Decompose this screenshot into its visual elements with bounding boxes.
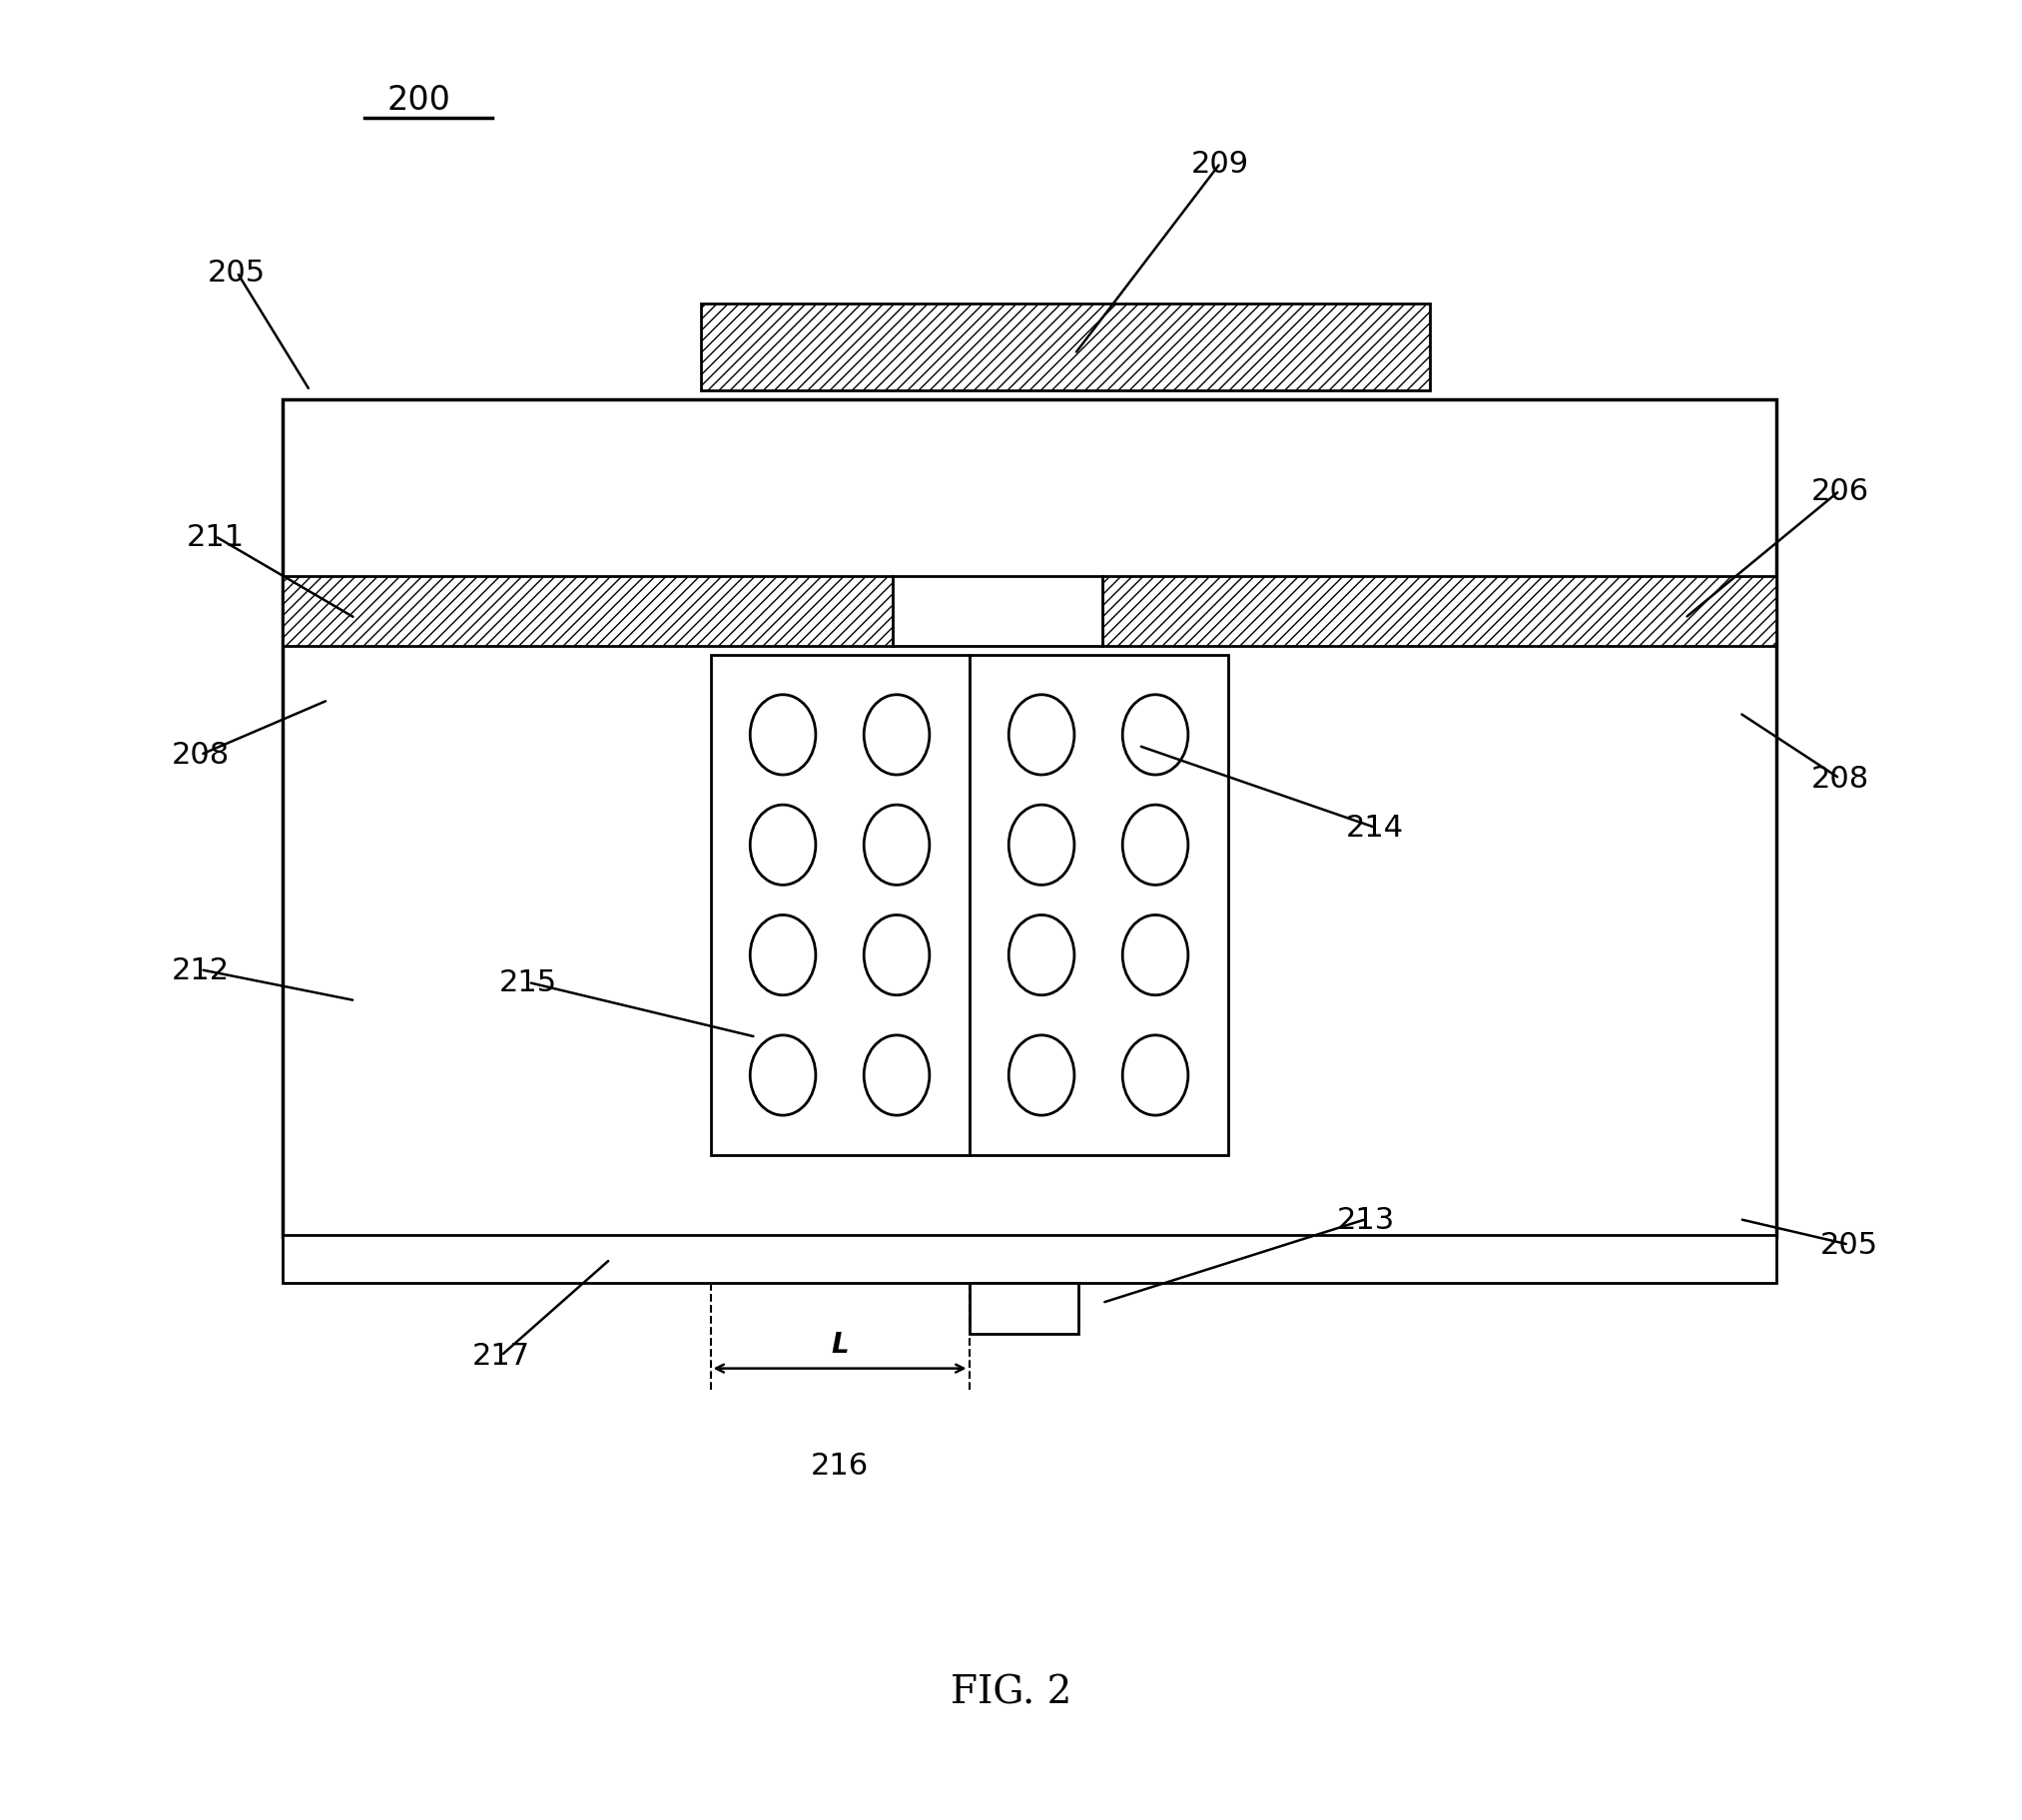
Text: 217: 217 [471, 1341, 530, 1370]
Text: 211: 211 [186, 522, 245, 551]
Bar [702, 304, 1430, 391]
Ellipse shape [1009, 695, 1074, 775]
Ellipse shape [863, 806, 930, 886]
Text: 205: 205 [1820, 1230, 1878, 1259]
Ellipse shape [1009, 915, 1074, 996]
Ellipse shape [1009, 806, 1074, 886]
Bar [969, 655, 1227, 1156]
Text: 206: 206 [1810, 477, 1868, 506]
Bar [892, 577, 1102, 646]
Text: FIG. 2: FIG. 2 [950, 1674, 1072, 1711]
Ellipse shape [750, 1036, 815, 1116]
Text: 214: 214 [1347, 814, 1403, 843]
Text: 213: 213 [1337, 1205, 1395, 1234]
Ellipse shape [1122, 695, 1189, 775]
Ellipse shape [750, 915, 815, 996]
Ellipse shape [750, 695, 815, 775]
Text: 216: 216 [811, 1451, 869, 1480]
Text: 209: 209 [1191, 149, 1250, 178]
Bar [283, 577, 892, 646]
Text: 200: 200 [386, 84, 451, 116]
Ellipse shape [1009, 1036, 1074, 1116]
Text: 212: 212 [172, 956, 231, 985]
Text: 208: 208 [1810, 764, 1868, 794]
Text: L: L [831, 1330, 849, 1358]
Bar [1102, 577, 1775, 646]
Ellipse shape [1122, 915, 1189, 996]
Ellipse shape [1122, 806, 1189, 886]
Ellipse shape [1122, 1036, 1189, 1116]
Ellipse shape [863, 695, 930, 775]
Bar [710, 655, 969, 1156]
Text: 215: 215 [499, 968, 558, 997]
Ellipse shape [863, 1036, 930, 1116]
Bar [283, 1236, 1775, 1283]
Text: 208: 208 [172, 741, 231, 770]
Ellipse shape [750, 806, 815, 886]
Bar [283, 400, 1775, 1238]
Text: 205: 205 [208, 258, 267, 288]
Bar [969, 1283, 1078, 1334]
Ellipse shape [863, 915, 930, 996]
